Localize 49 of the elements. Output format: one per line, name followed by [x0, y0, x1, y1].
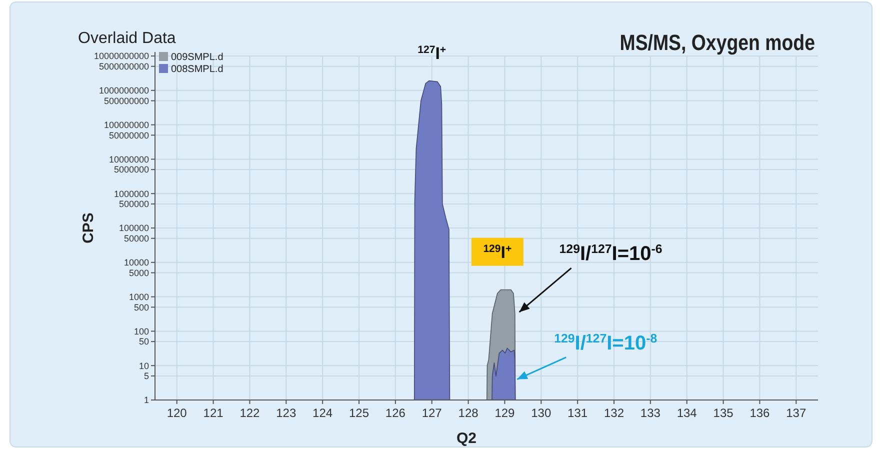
chart-subtitle: Overlaid Data	[78, 30, 176, 47]
y-tick-label: 10000000	[108, 154, 149, 164]
y-axis-title: CPS	[80, 212, 97, 244]
y-tick-label: 500000000	[104, 96, 149, 106]
x-tick-label: 132	[604, 406, 624, 420]
legend-label: 009SMPL.d	[171, 52, 224, 63]
x-tick-label: 129	[494, 406, 516, 420]
y-tick-label: 10000	[124, 258, 149, 268]
x-tick-label: 128	[458, 406, 479, 420]
y-tick-label: 100000000	[104, 120, 149, 130]
x-tick-label: 131	[568, 406, 588, 420]
y-tick-label: 5000	[128, 268, 149, 278]
y-tick-label: 1000	[128, 292, 149, 302]
y-tick-label: 1000000000	[98, 86, 149, 96]
y-tick-label: 5000000	[114, 164, 149, 175]
y-tick-label: 1000000	[114, 188, 149, 199]
y-tick-label: 10	[138, 360, 149, 371]
chart-title: MS/MS, Oxygen mode	[620, 32, 815, 56]
y-tick-label: 10000000000	[94, 51, 149, 62]
x-tick-label: 135	[713, 406, 734, 420]
y-tick-label: 1	[144, 395, 149, 406]
y-tick-label: 50000000	[108, 130, 149, 140]
x-tick-label: 134	[676, 406, 698, 420]
x-axis-title: Q2	[456, 430, 477, 447]
y-tick-label: 5	[144, 371, 149, 382]
x-tick-label: 121	[203, 406, 224, 420]
y-tick-label: 50000	[124, 234, 149, 244]
x-tick-label: 125	[348, 406, 370, 420]
y-tick-label: 500	[134, 302, 149, 312]
annotation: $^{129}$I/$^{127}$I=10$^{-6}$	[559, 242, 662, 266]
x-tick-label: 120	[166, 406, 188, 420]
y-tick-label: 100000	[118, 223, 149, 234]
x-tick-label: 133	[640, 406, 661, 420]
y-tick-label: 100	[134, 326, 149, 336]
x-tick-label: 122	[240, 406, 260, 420]
x-tick-label: 127	[422, 406, 442, 420]
y-tick-label: 50	[138, 336, 149, 347]
x-tick-label: 123	[276, 406, 296, 420]
annotation: $^{129}$I/$^{127}$I=10$^{-8}$	[554, 331, 658, 354]
y-tick-label: 5000000000	[98, 62, 149, 72]
y-tick-label: 500000	[118, 199, 149, 210]
annotation: $^{129}$I$^{+}$	[483, 242, 512, 262]
x-tick-label: 126	[385, 406, 406, 420]
x-tick-label: 136	[750, 406, 770, 420]
x-tick-label: 130	[531, 406, 552, 420]
x-tick-label: 124	[312, 406, 333, 420]
annotation: $^{127}$I$^{+}$	[418, 44, 446, 63]
x-tick-label: 137	[786, 406, 806, 420]
legend-label: 008SMPL.d	[171, 64, 224, 75]
